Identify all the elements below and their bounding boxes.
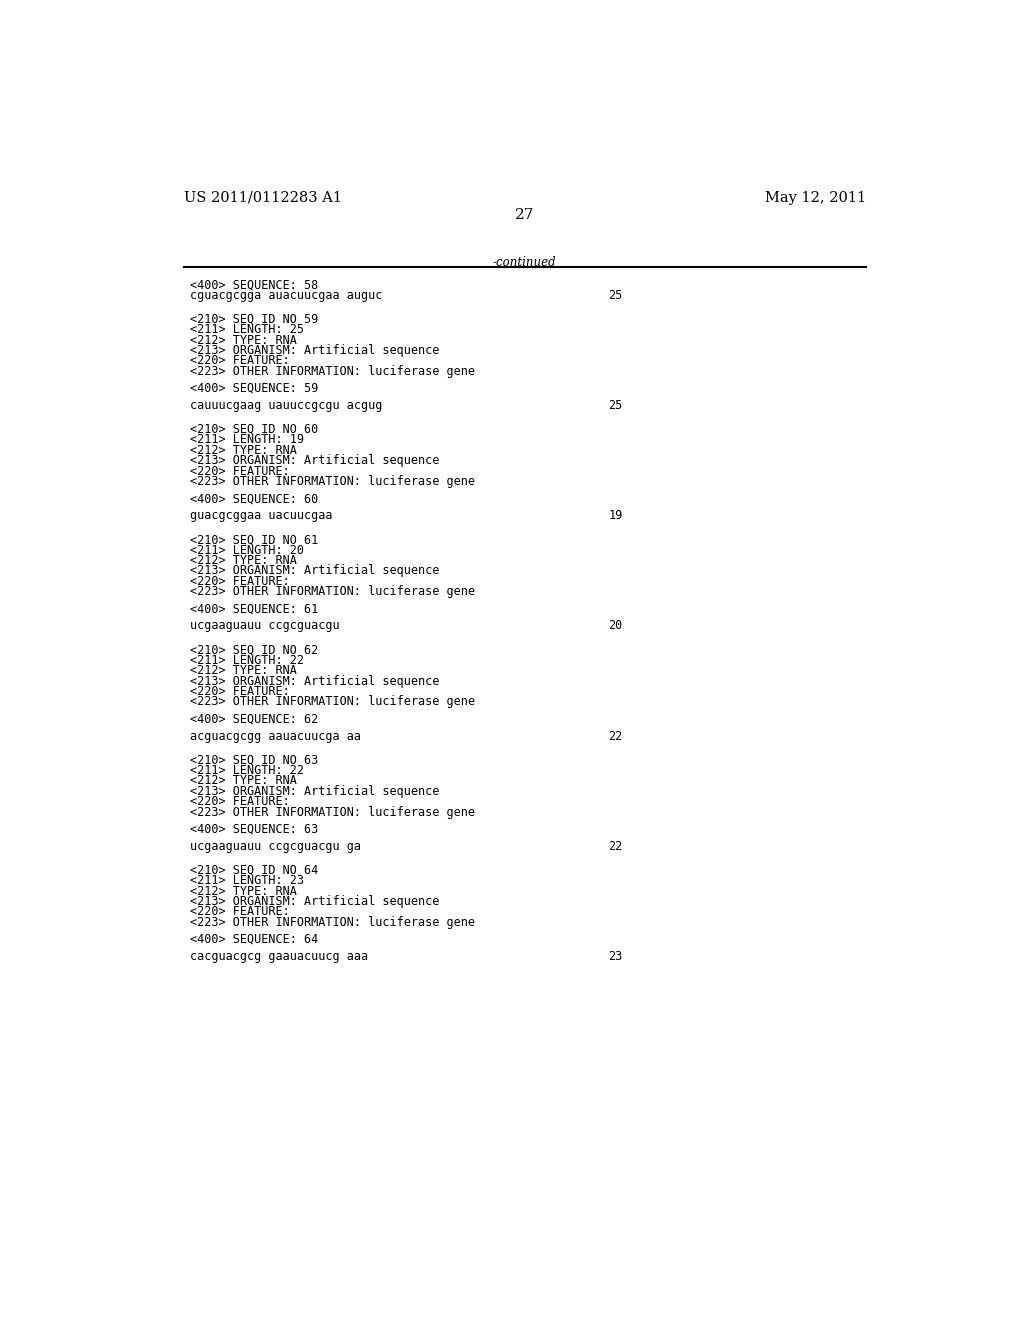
Text: <211> LENGTH: 25: <211> LENGTH: 25 (190, 323, 304, 337)
Text: ucgaaguauu ccgcguacgu ga: ucgaaguauu ccgcguacgu ga (190, 840, 361, 853)
Text: <211> LENGTH: 23: <211> LENGTH: 23 (190, 874, 304, 887)
Text: <223> OTHER INFORMATION: luciferase gene: <223> OTHER INFORMATION: luciferase gene (190, 805, 475, 818)
Text: US 2011/0112283 A1: US 2011/0112283 A1 (183, 191, 342, 205)
Text: <213> ORGANISM: Artificial sequence: <213> ORGANISM: Artificial sequence (190, 565, 439, 577)
Text: <223> OTHER INFORMATION: luciferase gene: <223> OTHER INFORMATION: luciferase gene (190, 585, 475, 598)
Text: 20: 20 (608, 619, 623, 632)
Text: guacgcggaa uacuucgaa: guacgcggaa uacuucgaa (190, 510, 333, 523)
Text: <223> OTHER INFORMATION: luciferase gene: <223> OTHER INFORMATION: luciferase gene (190, 364, 475, 378)
Text: <400> SEQUENCE: 63: <400> SEQUENCE: 63 (190, 822, 318, 836)
Text: <212> TYPE: RNA: <212> TYPE: RNA (190, 664, 297, 677)
Text: <213> ORGANISM: Artificial sequence: <213> ORGANISM: Artificial sequence (190, 345, 439, 356)
Text: <220> FEATURE:: <220> FEATURE: (190, 795, 290, 808)
Text: <400> SEQUENCE: 60: <400> SEQUENCE: 60 (190, 492, 318, 506)
Text: <220> FEATURE:: <220> FEATURE: (190, 685, 290, 698)
Text: <220> FEATURE:: <220> FEATURE: (190, 574, 290, 587)
Text: <213> ORGANISM: Artificial sequence: <213> ORGANISM: Artificial sequence (190, 675, 439, 688)
Text: <210> SEQ ID NO 60: <210> SEQ ID NO 60 (190, 422, 318, 436)
Text: <223> OTHER INFORMATION: luciferase gene: <223> OTHER INFORMATION: luciferase gene (190, 696, 475, 709)
Text: 23: 23 (608, 950, 623, 964)
Text: <210> SEQ ID NO 62: <210> SEQ ID NO 62 (190, 643, 318, 656)
Text: <223> OTHER INFORMATION: luciferase gene: <223> OTHER INFORMATION: luciferase gene (190, 916, 475, 929)
Text: <212> TYPE: RNA: <212> TYPE: RNA (190, 554, 297, 568)
Text: 22: 22 (608, 840, 623, 853)
Text: <211> LENGTH: 20: <211> LENGTH: 20 (190, 544, 304, 557)
Text: 25: 25 (608, 289, 623, 302)
Text: 25: 25 (608, 399, 623, 412)
Text: cauuucgaag uauuccgcgu acgug: cauuucgaag uauuccgcgu acgug (190, 399, 382, 412)
Text: <210> SEQ ID NO 63: <210> SEQ ID NO 63 (190, 754, 318, 767)
Text: <223> OTHER INFORMATION: luciferase gene: <223> OTHER INFORMATION: luciferase gene (190, 475, 475, 488)
Text: 22: 22 (608, 730, 623, 743)
Text: <213> ORGANISM: Artificial sequence: <213> ORGANISM: Artificial sequence (190, 895, 439, 908)
Text: <210> SEQ ID NO 64: <210> SEQ ID NO 64 (190, 863, 318, 876)
Text: <400> SEQUENCE: 58: <400> SEQUENCE: 58 (190, 279, 318, 292)
Text: <220> FEATURE:: <220> FEATURE: (190, 465, 290, 478)
Text: <400> SEQUENCE: 64: <400> SEQUENCE: 64 (190, 933, 318, 946)
Text: <220> FEATURE:: <220> FEATURE: (190, 906, 290, 919)
Text: <212> TYPE: RNA: <212> TYPE: RNA (190, 334, 297, 347)
Text: 19: 19 (608, 510, 623, 523)
Text: <212> TYPE: RNA: <212> TYPE: RNA (190, 775, 297, 787)
Text: cacguacgcg gaauacuucg aaa: cacguacgcg gaauacuucg aaa (190, 950, 368, 964)
Text: 27: 27 (515, 209, 535, 223)
Text: acguacgcgg aauacuucga aa: acguacgcgg aauacuucga aa (190, 730, 361, 743)
Text: <212> TYPE: RNA: <212> TYPE: RNA (190, 444, 297, 457)
Text: <211> LENGTH: 19: <211> LENGTH: 19 (190, 433, 304, 446)
Text: <210> SEQ ID NO 59: <210> SEQ ID NO 59 (190, 313, 318, 326)
Text: ucgaaguauu ccgcguacgu: ucgaaguauu ccgcguacgu (190, 619, 340, 632)
Text: -continued: -continued (493, 256, 557, 269)
Text: <211> LENGTH: 22: <211> LENGTH: 22 (190, 764, 304, 777)
Text: <213> ORGANISM: Artificial sequence: <213> ORGANISM: Artificial sequence (190, 785, 439, 797)
Text: May 12, 2011: May 12, 2011 (765, 191, 866, 205)
Text: <220> FEATURE:: <220> FEATURE: (190, 354, 290, 367)
Text: <400> SEQUENCE: 62: <400> SEQUENCE: 62 (190, 713, 318, 726)
Text: <212> TYPE: RNA: <212> TYPE: RNA (190, 884, 297, 898)
Text: <400> SEQUENCE: 61: <400> SEQUENCE: 61 (190, 602, 318, 615)
Text: <400> SEQUENCE: 59: <400> SEQUENCE: 59 (190, 381, 318, 395)
Text: <213> ORGANISM: Artificial sequence: <213> ORGANISM: Artificial sequence (190, 454, 439, 467)
Text: cguacgcgga auacuucgaa auguc: cguacgcgga auacuucgaa auguc (190, 289, 382, 302)
Text: <210> SEQ ID NO 61: <210> SEQ ID NO 61 (190, 533, 318, 546)
Text: <211> LENGTH: 22: <211> LENGTH: 22 (190, 653, 304, 667)
